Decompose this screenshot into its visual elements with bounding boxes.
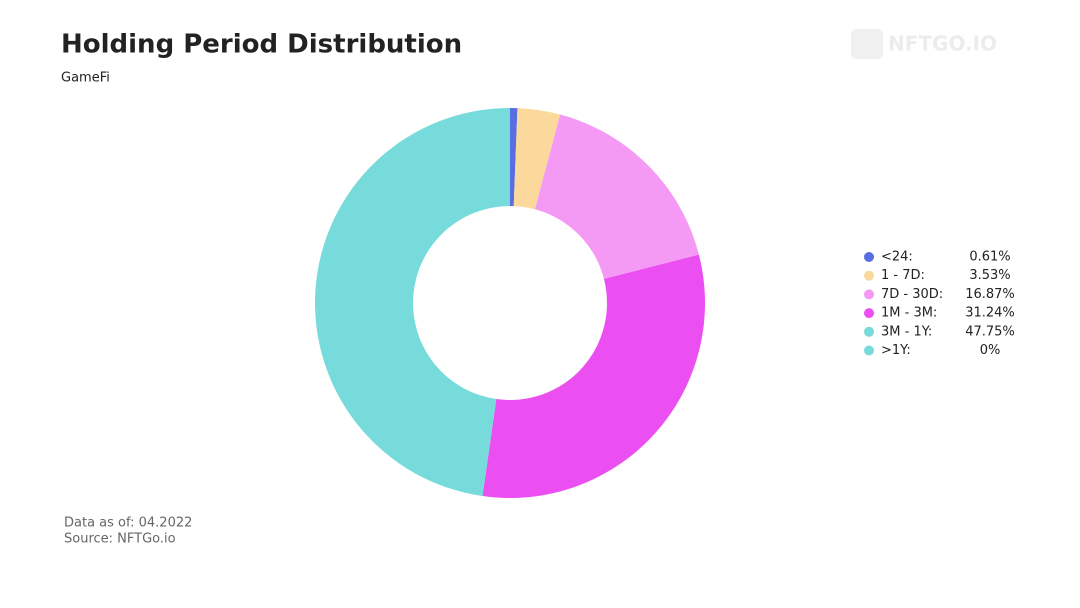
legend-value: 31.24% (965, 306, 1015, 321)
donut-slice (510, 108, 518, 207)
donut-slice (513, 108, 561, 210)
footnote: Source: NFTGo.io (64, 532, 176, 547)
legend-swatch (864, 345, 874, 356)
chart-subtitle: GameFi (61, 71, 110, 86)
donut-slice (534, 114, 699, 279)
legend-value: 0% (980, 343, 1001, 358)
legend-label: 1M - 3M: (881, 306, 937, 321)
legend-label: <24: (881, 250, 913, 265)
donut-slice (314, 108, 510, 497)
legend-label: 1 - 7D: (881, 268, 925, 283)
legend-swatch (864, 308, 874, 319)
chart-title: Holding Period Distribution (61, 30, 462, 60)
legend-swatch (864, 270, 874, 281)
legend-value: 0.61% (969, 250, 1010, 265)
legend-label: 3M - 1Y: (881, 324, 932, 339)
legend-swatch (864, 289, 874, 300)
watermark-logo (851, 29, 883, 59)
watermark: NFTGO.IO (888, 32, 997, 56)
legend-swatch (864, 326, 874, 337)
legend-label: >1Y: (881, 343, 911, 358)
legend-label: 7D - 30D: (881, 287, 943, 302)
legend-value: 16.87% (965, 287, 1015, 302)
legend-value: 47.75% (965, 324, 1015, 339)
legend-value: 3.53% (969, 268, 1010, 283)
legend-swatch (864, 252, 874, 262)
footnote: Data as of: 04.2022 (64, 516, 192, 531)
donut-slice (482, 254, 706, 498)
